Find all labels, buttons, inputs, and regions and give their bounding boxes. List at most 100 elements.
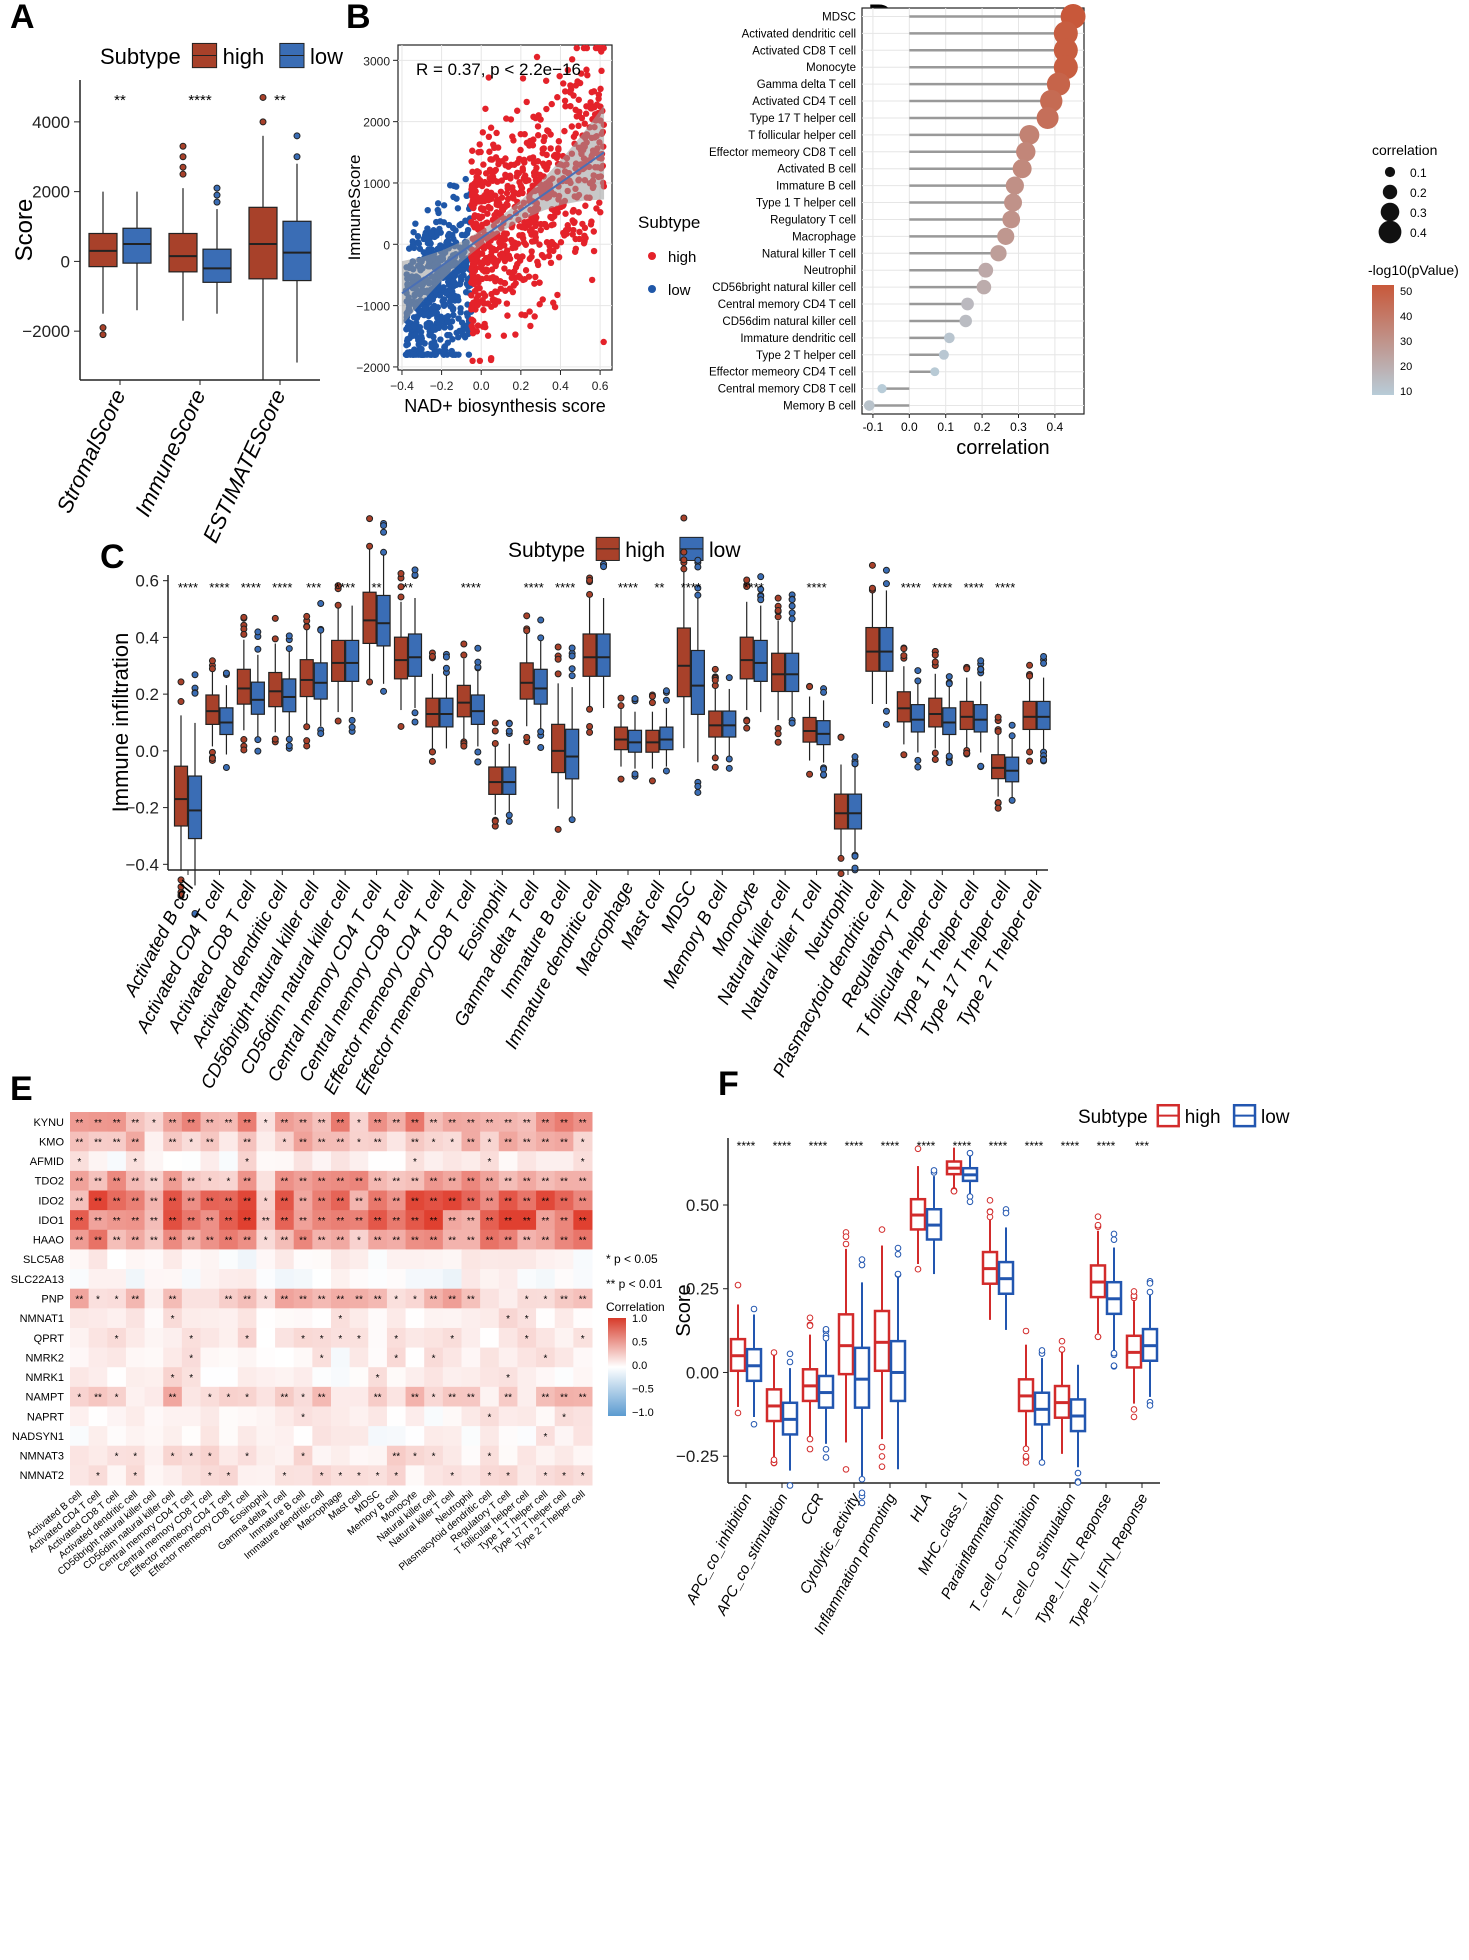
heatmap-cell	[219, 1190, 239, 1211]
heatmap-cell	[349, 1210, 369, 1231]
x-tick-label: -0.1	[863, 420, 884, 434]
box-outlier	[586, 722, 594, 730]
box-body	[376, 594, 391, 647]
scatter-point-high	[477, 148, 484, 156]
heatmap-star: **	[318, 1196, 326, 1207]
heatmap-cell	[219, 1347, 239, 1368]
significance-mark: ****	[917, 1139, 936, 1153]
scatter-point-low	[442, 289, 450, 297]
box-outlier	[774, 594, 782, 602]
heatmap-star: **	[504, 1177, 512, 1188]
panel-B: B R = 0.37, p < 2.2e−16−0.4 −0.2 0.0 0.2 0.4…	[345, 0, 700, 416]
scatter-point-high	[478, 250, 486, 257]
heatmap-cell	[312, 1229, 332, 1250]
heatmap-star: **	[75, 1177, 83, 1188]
heatmap-cell	[498, 1288, 518, 1309]
scatter-point-low	[458, 231, 466, 239]
heatmap-cell	[554, 1465, 574, 1486]
scatter-point-high	[491, 211, 498, 219]
heatmap-cell	[331, 1170, 351, 1192]
box-outlier	[397, 722, 405, 730]
category-label: Neutrophil	[804, 265, 856, 277]
scatter-point-high	[485, 203, 492, 211]
heatmap-cell	[144, 1112, 164, 1133]
x-tick-label: CCR	[797, 1491, 827, 1528]
heatmap-star: **	[355, 1196, 363, 1207]
heatmap-cell	[536, 1170, 556, 1192]
heatmap-cell	[573, 1269, 593, 1290]
heatmap-cell	[88, 1327, 108, 1349]
box-outlier	[366, 515, 374, 523]
scatter-point-low	[456, 327, 463, 335]
scatter-point-high	[576, 228, 583, 236]
scatter-point-high	[488, 156, 496, 163]
box-body	[393, 636, 409, 680]
heatmap-star: **	[336, 1196, 344, 1207]
size-legend-label: 0.1	[1410, 166, 1427, 180]
heatmap-star: **	[150, 1216, 158, 1227]
heatmap-star: **	[523, 1118, 531, 1129]
heatmap-star: **	[579, 1118, 587, 1129]
scatter-point-high	[490, 141, 497, 148]
box-outlier	[931, 749, 939, 757]
heatmap-cell	[386, 1112, 407, 1133]
box-outlier	[586, 728, 594, 736]
box-outlier	[851, 760, 859, 768]
heatmap-cell	[536, 1386, 556, 1407]
box-outlier	[1074, 1479, 1082, 1486]
heatmap-cell	[461, 1112, 481, 1133]
scatter-point-high	[481, 292, 489, 300]
significance-mark: ****	[1061, 1139, 1080, 1153]
scatter-point-high	[468, 266, 476, 273]
heatmap-cell	[256, 1229, 276, 1250]
box-outlier	[945, 680, 953, 688]
heatmap-cell	[256, 1288, 276, 1309]
heatmap-star: *	[357, 1118, 361, 1129]
scatter-point-low	[443, 242, 450, 249]
scatter-point-high	[501, 280, 509, 287]
heatmap-cell	[293, 1229, 313, 1250]
box-outlier	[1022, 1445, 1030, 1453]
heatmap-cell	[219, 1170, 239, 1192]
heatmap-cell	[554, 1249, 574, 1270]
category-label: Type 17 T helper cell	[750, 113, 856, 125]
heatmap-cell	[405, 1190, 425, 1211]
heatmap-cell	[461, 1327, 481, 1349]
heatmap-cell	[181, 1288, 201, 1309]
lollipop-point	[976, 279, 992, 295]
heatmap-cell	[368, 1269, 388, 1290]
heatmap-star: **	[392, 1118, 400, 1129]
heatmap-cell	[424, 1170, 444, 1192]
heatmap-cell	[480, 1347, 500, 1368]
box-outlier	[820, 688, 828, 696]
heatmap-cell	[256, 1465, 276, 1486]
heatmap-cell	[256, 1308, 276, 1329]
category-label: Natural killer T cell	[762, 248, 856, 260]
heatmap-star: *	[562, 1471, 566, 1482]
heatmap-cell	[125, 1131, 146, 1152]
heatmap-cell	[554, 1426, 574, 1447]
heatmap-cell	[536, 1229, 556, 1250]
scatter-point-high	[469, 357, 476, 365]
heatmap-star: **	[523, 1216, 531, 1227]
heatmap-star: *	[189, 1353, 193, 1364]
box-outlier	[334, 717, 342, 725]
scatter-point-low	[416, 245, 424, 252]
heatmap-cell	[144, 1170, 164, 1192]
scatter-point-high	[540, 253, 548, 261]
scatter-point-high	[528, 248, 535, 255]
heatmap-star: **	[225, 1196, 233, 1207]
heatmap-cell	[405, 1151, 425, 1172]
scatter-point-high	[553, 206, 561, 214]
scatter-point-high	[581, 120, 588, 127]
scatter-point-high	[551, 213, 558, 220]
box-outlier	[348, 716, 356, 724]
scatter-point-low	[440, 296, 447, 303]
box-outlier	[1094, 1333, 1102, 1341]
box-outlier	[900, 652, 908, 660]
heatmap-cell	[237, 1170, 257, 1192]
box-outlier	[271, 614, 279, 622]
heatmap-cell	[405, 1269, 425, 1290]
heatmap-star: **	[113, 1137, 121, 1148]
